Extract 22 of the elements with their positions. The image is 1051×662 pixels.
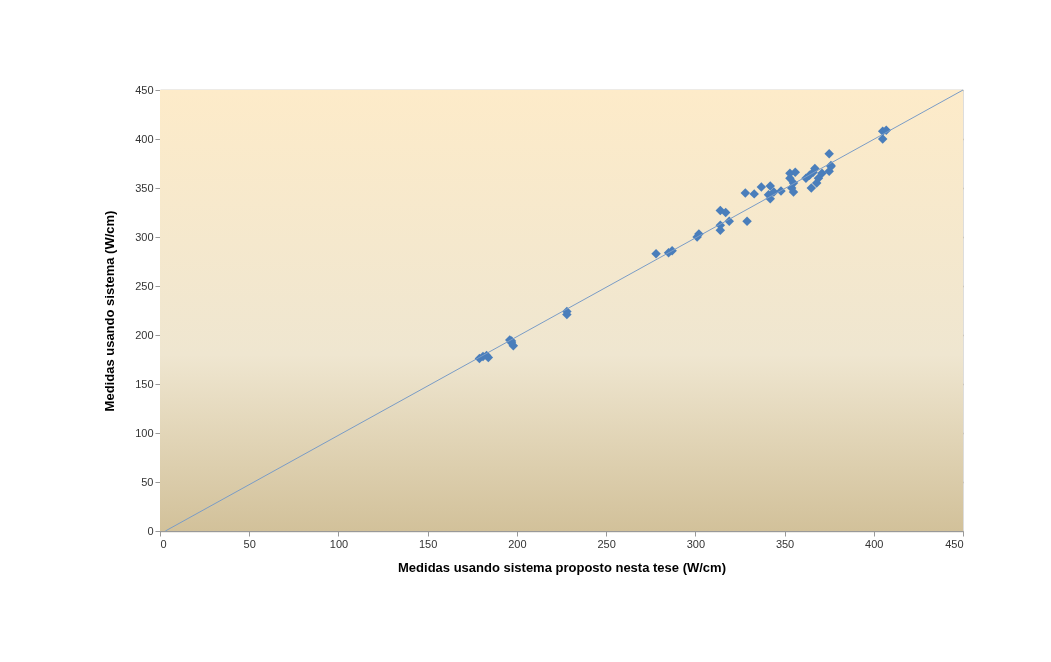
x-tick-label: 150 (418, 537, 438, 550)
y-axis-title: Medidas usando sistema (W/cm) (102, 210, 118, 412)
y-tick-label: 300 (135, 230, 154, 243)
y-tick-label: 150 (135, 377, 154, 390)
x-axis-title: Medidas usando sistema proposto nesta tese (W/cm) (398, 559, 726, 575)
x-tick-label: 250 (597, 537, 616, 550)
y-tick-label: 450 (135, 83, 154, 96)
x-tick-label: 100 (329, 537, 349, 550)
x-tick-label: 50 (243, 537, 256, 550)
y-tick-label: 250 (135, 279, 154, 292)
y-tick-label: 200 (135, 328, 154, 341)
x-tick-label: 400 (865, 537, 884, 550)
x-tick-label: 0 (160, 537, 167, 550)
y-tick-label: 400 (135, 132, 154, 145)
x-tick-label: 350 (775, 537, 795, 550)
x-tick-label: 200 (508, 537, 527, 550)
x-tick-label: 450 (945, 537, 964, 550)
y-tick-label: 50 (141, 475, 154, 488)
y-tick-label: 100 (135, 426, 154, 439)
y-tick-label: 0 (147, 524, 154, 537)
x-tick-label: 300 (686, 537, 706, 550)
y-tick-label: 350 (135, 181, 154, 194)
